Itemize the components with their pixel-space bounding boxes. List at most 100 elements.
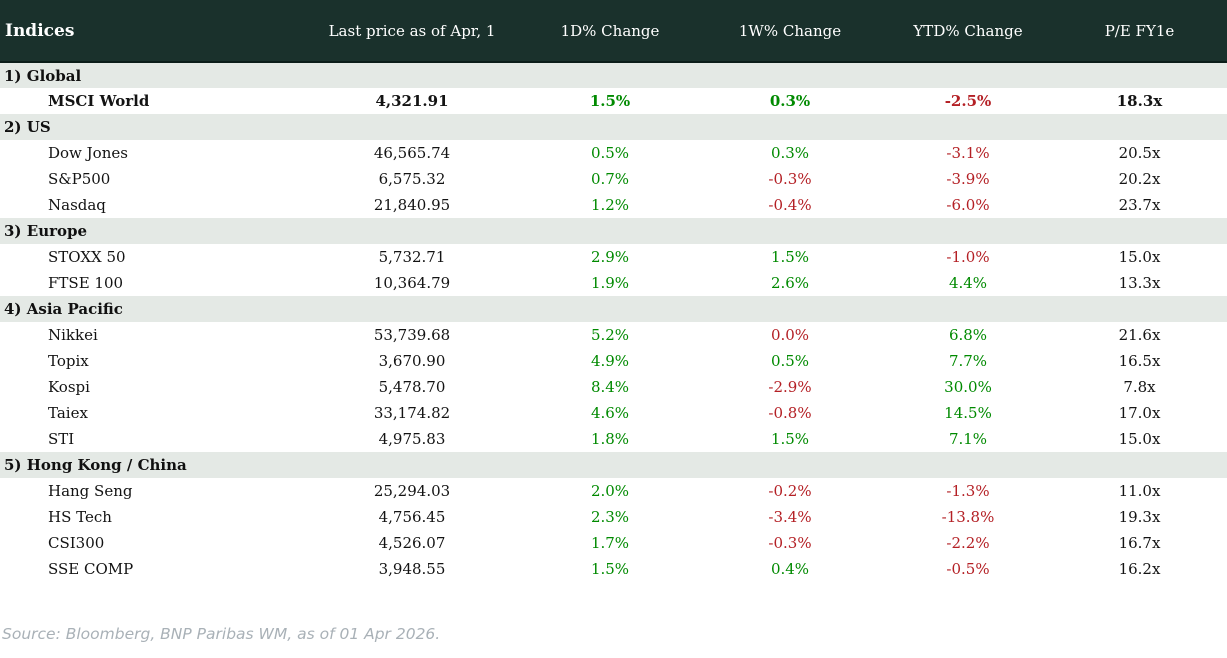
change-1d: 1.9% — [590, 274, 630, 292]
change-1w: -0.3% — [768, 170, 812, 188]
pe-ratio: 21.6x — [1118, 326, 1161, 344]
change-1w: 0.4% — [770, 560, 810, 578]
pe-ratio: 19.3x — [1118, 508, 1161, 526]
last-price: 5,732.71 — [378, 248, 446, 266]
change-1d: 2.3% — [590, 508, 630, 526]
section-row: 5) Hong Kong / China — [0, 452, 1227, 478]
change-1w: -0.4% — [768, 196, 812, 214]
last-price: 4,975.83 — [378, 430, 446, 448]
column-header-ytd-change: YTD% Change — [884, 0, 1052, 63]
index-row: Hang Seng 25,294.03 2.0% -0.2% -1.3% 11.0x — [0, 478, 1227, 504]
header-row: Indices Last price as of Apr, 1 1D% Chan… — [0, 0, 1227, 63]
last-price: 21,840.95 — [373, 196, 451, 214]
table-header: Indices Last price as of Apr, 1 1D% Chan… — [0, 0, 1227, 63]
change-ytd: -3.1% — [946, 144, 990, 162]
pe-ratio: 20.5x — [1118, 144, 1161, 162]
index-name: Kospi — [48, 378, 90, 396]
last-price: 4,321.91 — [375, 92, 449, 110]
index-name: FTSE 100 — [48, 274, 124, 292]
index-name: Topix — [48, 352, 89, 370]
section-row: 3) Europe — [0, 218, 1227, 244]
change-1d: 2.9% — [590, 248, 630, 266]
change-1d: 1.2% — [590, 196, 630, 214]
pe-ratio: 17.0x — [1118, 404, 1161, 422]
pe-ratio: 16.7x — [1118, 534, 1161, 552]
section-label: 5) Hong Kong / China — [4, 456, 187, 474]
change-ytd: 7.1% — [948, 430, 988, 448]
pe-ratio: 20.2x — [1118, 170, 1161, 188]
section-row: 4) Asia Pacific — [0, 296, 1227, 322]
change-1d: 4.6% — [590, 404, 630, 422]
change-1d: 4.9% — [590, 352, 630, 370]
section-row: 1) Global — [0, 62, 1227, 88]
last-price: 4,756.45 — [378, 508, 446, 526]
change-1w: -0.3% — [768, 534, 812, 552]
change-ytd: 14.5% — [944, 404, 992, 422]
change-1d: 5.2% — [590, 326, 630, 344]
pe-ratio: 13.3x — [1118, 274, 1161, 292]
change-1d: 0.5% — [590, 144, 630, 162]
change-1d: 1.5% — [589, 92, 631, 110]
index-name: Hang Seng — [48, 482, 133, 500]
change-ytd: -2.2% — [946, 534, 990, 552]
change-1d: 8.4% — [590, 378, 630, 396]
change-ytd: -1.0% — [946, 248, 990, 266]
last-price: 46,565.74 — [373, 144, 451, 162]
section-label: 2) US — [4, 118, 51, 136]
last-price: 33,174.82 — [373, 404, 451, 422]
pe-ratio: 11.0x — [1118, 482, 1161, 500]
index-row: Topix 3,670.90 4.9% 0.5% 7.7% 16.5x — [0, 348, 1227, 374]
pe-ratio: 16.5x — [1118, 352, 1161, 370]
change-1w: -2.9% — [768, 378, 812, 396]
last-price: 10,364.79 — [373, 274, 451, 292]
index-row: STI 4,975.83 1.8% 1.5% 7.1% 15.0x — [0, 426, 1227, 452]
change-1w: 1.5% — [770, 430, 810, 448]
index-name: Nikkei — [48, 326, 98, 344]
index-name: MSCI World — [48, 92, 150, 110]
index-name: SSE COMP — [48, 560, 134, 578]
indices-table: Indices Last price as of Apr, 1 1D% Chan… — [0, 0, 1227, 582]
last-price: 6,575.32 — [378, 170, 446, 188]
last-price: 25,294.03 — [373, 482, 451, 500]
index-name: CSI300 — [48, 534, 105, 552]
index-row: STOXX 50 5,732.71 2.9% 1.5% -1.0% 15.0x — [0, 244, 1227, 270]
index-row: SSE COMP 3,948.55 1.5% 0.4% -0.5% 16.2x — [0, 556, 1227, 582]
pe-ratio: 16.2x — [1118, 560, 1161, 578]
section-label: 1) Global — [4, 66, 82, 85]
indices-table-body: 1) Global MSCI World 4,321.91 1.5% 0.3% -2.5%… — [0, 62, 1227, 582]
index-name: STOXX 50 — [48, 248, 126, 266]
change-1w: 1.5% — [770, 248, 810, 266]
section-label: 3) Europe — [4, 222, 88, 240]
change-ytd: -0.5% — [946, 560, 990, 578]
change-ytd: -6.0% — [946, 196, 990, 214]
change-1d: 2.0% — [590, 482, 630, 500]
index-row: Taiex 33,174.82 4.6% -0.8% 14.5% 17.0x — [0, 400, 1227, 426]
change-ytd: 4.4% — [948, 274, 988, 292]
index-name: Nasdaq — [48, 196, 106, 214]
change-1d: 1.8% — [590, 430, 630, 448]
change-1w: 0.5% — [770, 352, 810, 370]
index-name: Dow Jones — [48, 144, 128, 162]
change-ytd: -1.3% — [946, 482, 990, 500]
pe-ratio: 23.7x — [1118, 196, 1161, 214]
column-header-last-price: Last price as of Apr, 1 — [300, 0, 524, 63]
change-ytd: 7.7% — [948, 352, 988, 370]
pe-ratio: 7.8x — [1123, 378, 1156, 396]
index-row: Kospi 5,478.70 8.4% -2.9% 30.0% 7.8x — [0, 374, 1227, 400]
index-row: Dow Jones 46,565.74 0.5% 0.3% -3.1% 20.5x — [0, 140, 1227, 166]
column-header-1w-change: 1W% Change — [696, 0, 884, 63]
change-1d: 0.7% — [590, 170, 630, 188]
source-note: Source: Bloomberg, BNP Paribas WM, as of… — [2, 625, 441, 643]
change-1w: 0.3% — [769, 92, 811, 110]
table-title: Indices — [0, 0, 300, 63]
section-label: 4) Asia Pacific — [4, 300, 123, 318]
pe-ratio: 15.0x — [1118, 248, 1161, 266]
pe-ratio: 18.3x — [1116, 92, 1163, 110]
column-header-pe: P/E FY1e — [1052, 0, 1227, 63]
index-row: FTSE 100 10,364.79 1.9% 2.6% 4.4% 13.3x — [0, 270, 1227, 296]
pe-ratio: 15.0x — [1118, 430, 1161, 448]
change-1w: 0.0% — [770, 326, 810, 344]
section-row: 2) US — [0, 114, 1227, 140]
change-1w: -0.8% — [768, 404, 812, 422]
